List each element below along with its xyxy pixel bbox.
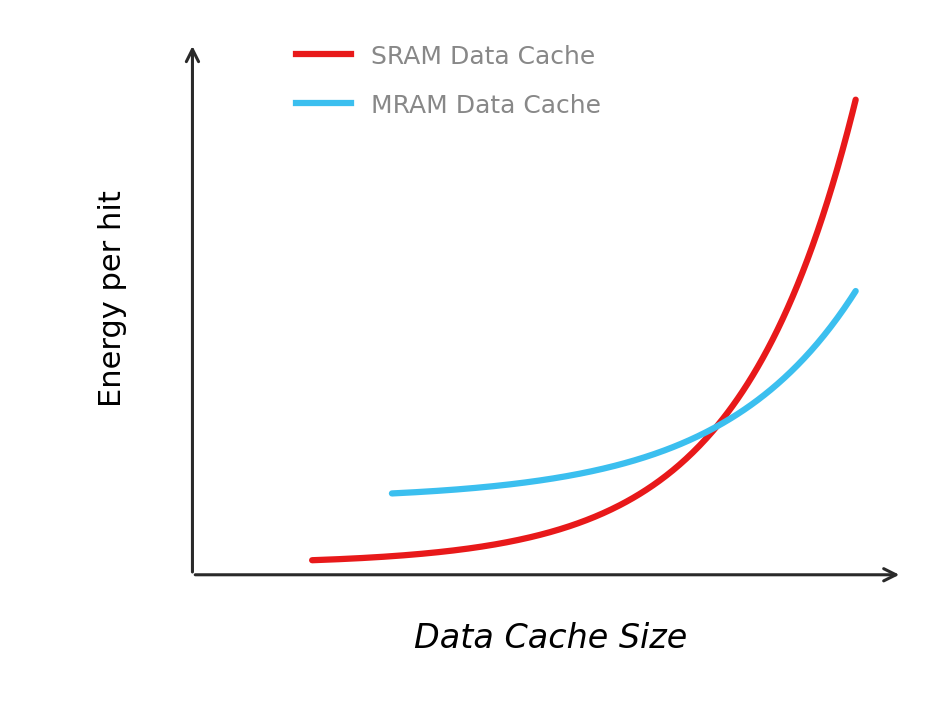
Text: Data Cache Size: Data Cache Size bbox=[414, 622, 686, 655]
Text: Energy per hit: Energy per hit bbox=[97, 190, 126, 407]
Legend: SRAM Data Cache, MRAM Data Cache: SRAM Data Cache, MRAM Data Cache bbox=[296, 45, 600, 117]
